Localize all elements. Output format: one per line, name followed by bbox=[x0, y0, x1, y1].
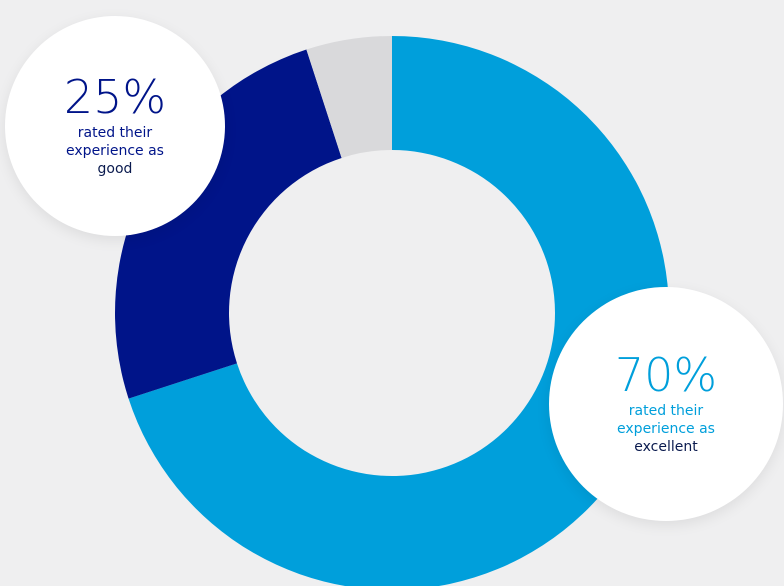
callout-good-percent: 25% bbox=[63, 70, 167, 124]
callout-good-line2: experience as bbox=[66, 143, 164, 159]
callout-excellent-rating: excellent bbox=[634, 439, 698, 455]
callout-excellent: 70% rated their experience as excellent bbox=[549, 287, 783, 521]
callout-good-description: rated their experience as good bbox=[66, 124, 164, 178]
callout-excellent-description: rated their experience as excellent bbox=[617, 402, 715, 456]
callout-good: 25% rated their experience as good bbox=[5, 16, 225, 236]
callout-good-rating: good bbox=[97, 161, 133, 177]
donut-slice-excellent bbox=[128, 36, 669, 586]
callout-excellent-percent: 70% bbox=[614, 348, 718, 402]
callout-excellent-line2: experience as bbox=[617, 421, 715, 437]
donut-slice-other bbox=[306, 36, 392, 158]
callout-excellent-line1: rated their bbox=[628, 403, 704, 419]
callout-good-line1: rated their bbox=[77, 125, 153, 141]
donut-slice-good bbox=[114, 49, 342, 399]
